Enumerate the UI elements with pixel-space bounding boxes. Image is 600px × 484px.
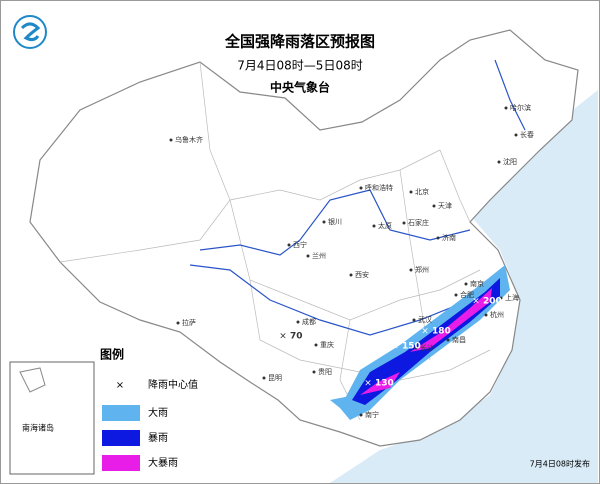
city-dot [464, 282, 468, 286]
city-dot [409, 268, 413, 272]
legend-swatch-heavy [102, 405, 140, 421]
city-label: 杭州 [490, 310, 504, 319]
city-label: 沈阳 [503, 157, 517, 166]
inset-frame [9, 361, 95, 475]
city-dot [176, 321, 180, 325]
issued: 7月4日08时发布 [530, 459, 590, 469]
center-cross: × [364, 379, 372, 389]
city-dot [446, 338, 450, 342]
city-dot [412, 318, 416, 322]
city-dot [432, 204, 436, 208]
center-value: 130 [375, 379, 394, 389]
city-label: 拉萨 [182, 318, 196, 327]
center-value: 70 [290, 332, 303, 342]
city-dot [306, 254, 310, 258]
inset-coast [19, 367, 46, 393]
city-label: 南宁 [365, 410, 379, 419]
city-label: 石家庄 [408, 218, 429, 227]
city-label: 乌鲁木齐 [175, 135, 203, 144]
legend-label: 大雨 [148, 406, 168, 419]
city-dot [454, 293, 458, 297]
period: 7月4日08时—5日08时 [237, 59, 362, 73]
city-dot [312, 370, 316, 374]
center-cross: × [391, 342, 399, 352]
city-dot [262, 376, 266, 380]
city-label: 兰州 [312, 251, 326, 260]
city-label: 北京 [415, 187, 429, 196]
city-dot [287, 243, 291, 247]
city-label: 重庆 [320, 340, 334, 349]
center-cross: × [421, 327, 429, 337]
city-label: 南京 [470, 279, 484, 288]
issuer: 中央气象台 [270, 80, 330, 95]
city-label: 南昌 [452, 335, 466, 344]
city-label: 太原 [378, 221, 392, 230]
city-dot [359, 413, 363, 417]
legend-title: 图例 [100, 347, 124, 362]
center-value: 200 [483, 297, 502, 307]
legend-label: 降雨中心值 [148, 378, 198, 391]
city-dot [436, 236, 440, 240]
city-label: 呼和浩特 [365, 183, 393, 192]
legend-label: 大暴雨 [148, 456, 178, 469]
city-label: 武汉 [418, 315, 432, 324]
city-dot [402, 221, 406, 225]
city-dot [372, 224, 376, 228]
logo-mark [20, 22, 41, 42]
city-dot [514, 133, 518, 137]
city-label: 合肥 [460, 290, 474, 299]
legend-cross: × [116, 380, 124, 391]
province-borders [59, 61, 491, 421]
rain-centers: × 200× 180× 150× 130× 70 [279, 297, 502, 389]
inset-label: 南海诸岛 [22, 423, 54, 433]
city-label: 哈尔滨 [510, 103, 531, 112]
city-dot [359, 186, 363, 190]
city-label: 郑州 [415, 266, 429, 274]
city-dot [504, 106, 508, 110]
city-dot [349, 273, 353, 277]
city-dot [169, 138, 173, 142]
city-dot [497, 160, 501, 164]
city-dot [484, 313, 488, 317]
legend-label: 暴雨 [148, 432, 168, 444]
center-cross: × [279, 332, 287, 342]
city-label: 长沙 [420, 343, 434, 352]
logo [13, 15, 47, 49]
city-dot [499, 296, 503, 300]
rain-areas [330, 265, 510, 420]
city-label: 昆明 [268, 374, 282, 382]
city-label: 济南 [442, 233, 456, 242]
center-value: 150 [402, 342, 421, 352]
city-label: 长春 [520, 130, 534, 139]
city-dot [414, 346, 418, 350]
city-dot [409, 190, 413, 194]
city-label: 西宁 [293, 240, 307, 249]
city-label: 贵阳 [318, 367, 332, 376]
center-cross: × [472, 297, 480, 307]
legend-swatch-severe [102, 455, 140, 471]
city-label: 西安 [355, 270, 369, 279]
legend-swatch-storm [102, 430, 140, 446]
city-label: 上海 [505, 293, 519, 302]
city-dot [322, 220, 326, 224]
city-dot [314, 343, 318, 347]
city-dot [296, 320, 300, 324]
city-label: 银川 [328, 217, 342, 226]
city-label: 成都 [302, 317, 316, 326]
center-value: 180 [432, 327, 451, 337]
city-label: 天津 [438, 202, 452, 210]
title: 全国强降雨落区预报图 [224, 33, 375, 51]
sea [330, 90, 598, 483]
